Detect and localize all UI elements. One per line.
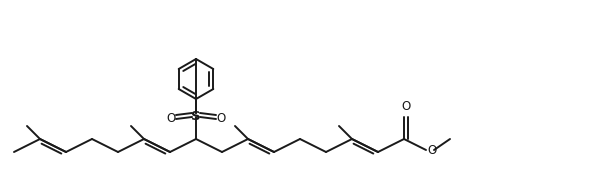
Text: O: O [216,112,226,124]
Text: O: O [401,100,411,113]
Text: O: O [166,112,176,124]
Text: S: S [191,111,201,124]
Text: O: O [427,144,436,157]
